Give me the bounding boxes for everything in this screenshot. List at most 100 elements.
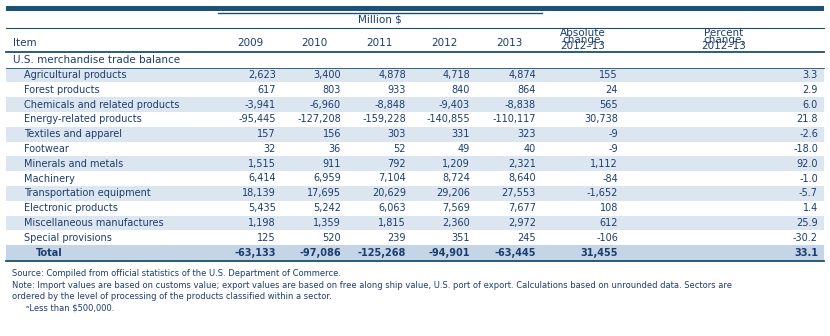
Text: 303: 303 [388, 129, 406, 139]
Text: ordered by the level of processing of the products classified within a sector.: ordered by the level of processing of th… [12, 292, 332, 301]
Text: -63,133: -63,133 [235, 248, 276, 258]
Text: Forest products: Forest products [24, 85, 100, 95]
Bar [6, 186, 824, 201]
Text: 20,629: 20,629 [372, 188, 406, 198]
Text: 8,724: 8,724 [442, 173, 470, 183]
Text: 2,972: 2,972 [508, 218, 536, 228]
Text: 40: 40 [524, 144, 536, 154]
Bar [6, 6, 824, 11]
Text: 6,414: 6,414 [248, 173, 276, 183]
Text: Total: Total [36, 248, 63, 258]
Text: 1,815: 1,815 [378, 218, 406, 228]
Text: -2.6: -2.6 [799, 129, 818, 139]
Text: 21.8: 21.8 [797, 114, 818, 124]
Text: ᵃLess than $500,000.: ᵃLess than $500,000. [26, 304, 115, 312]
Text: -9,403: -9,403 [439, 99, 470, 110]
Text: -159,228: -159,228 [362, 114, 406, 124]
Text: 25.9: 25.9 [796, 218, 818, 228]
Text: 3,400: 3,400 [314, 70, 341, 80]
Text: 92.0: 92.0 [797, 159, 818, 169]
Text: 125: 125 [257, 233, 276, 243]
Bar [6, 52, 824, 68]
Text: 157: 157 [257, 129, 276, 139]
Text: 24: 24 [606, 85, 618, 95]
Bar [6, 68, 824, 82]
Text: 2010: 2010 [301, 38, 328, 48]
Text: 7,104: 7,104 [378, 173, 406, 183]
Text: 4,874: 4,874 [508, 70, 536, 80]
Bar [6, 82, 824, 97]
Text: 29,206: 29,206 [436, 188, 470, 198]
Text: 52: 52 [393, 144, 406, 154]
Text: -94,901: -94,901 [428, 248, 470, 258]
Text: Agricultural products: Agricultural products [24, 70, 126, 80]
Text: 1,198: 1,198 [248, 218, 276, 228]
Text: -5.7: -5.7 [799, 188, 818, 198]
Text: 1,112: 1,112 [590, 159, 618, 169]
Text: 612: 612 [599, 218, 618, 228]
Text: -125,268: -125,268 [358, 248, 406, 258]
Text: 155: 155 [599, 70, 618, 80]
Bar [6, 11, 824, 28]
Text: 2,623: 2,623 [248, 70, 276, 80]
Text: Special provisions: Special provisions [24, 233, 112, 243]
Text: Textiles and apparel: Textiles and apparel [24, 129, 122, 139]
Text: 239: 239 [388, 233, 406, 243]
Text: 18,139: 18,139 [242, 188, 276, 198]
Bar [6, 156, 824, 171]
Text: 4,878: 4,878 [378, 70, 406, 80]
Text: Million $: Million $ [358, 14, 402, 25]
Text: 1,515: 1,515 [248, 159, 276, 169]
Text: 2012–13: 2012–13 [701, 41, 746, 51]
Text: 33.1: 33.1 [794, 248, 818, 258]
Text: 1,209: 1,209 [442, 159, 470, 169]
Text: 840: 840 [452, 85, 470, 95]
Text: 36: 36 [329, 144, 341, 154]
Text: Energy-related products: Energy-related products [24, 114, 142, 124]
Text: 864: 864 [518, 85, 536, 95]
Text: 6.0: 6.0 [803, 99, 818, 110]
Text: -18.0: -18.0 [793, 144, 818, 154]
Text: 108: 108 [599, 203, 618, 213]
Text: 2011: 2011 [366, 38, 393, 48]
Text: Transportation equipment: Transportation equipment [24, 188, 151, 198]
Text: Minerals and metals: Minerals and metals [24, 159, 123, 169]
Text: 2009: 2009 [237, 38, 263, 48]
Text: 565: 565 [599, 99, 618, 110]
Text: 2,360: 2,360 [442, 218, 470, 228]
Text: 6,959: 6,959 [313, 173, 341, 183]
Text: 5,435: 5,435 [248, 203, 276, 213]
Text: 2013: 2013 [496, 38, 522, 48]
Text: 792: 792 [388, 159, 406, 169]
Bar [6, 141, 824, 156]
Text: 4,718: 4,718 [442, 70, 470, 80]
Bar [6, 171, 824, 186]
Text: 617: 617 [257, 85, 276, 95]
Text: U.S. merchandise trade balance: U.S. merchandise trade balance [13, 55, 180, 65]
Text: -95,445: -95,445 [238, 114, 276, 124]
Text: 323: 323 [517, 129, 536, 139]
Text: Item: Item [13, 38, 37, 48]
Text: -106: -106 [596, 233, 618, 243]
Text: -84: -84 [603, 173, 618, 183]
Text: Machinery: Machinery [24, 173, 75, 183]
Text: 49: 49 [458, 144, 470, 154]
Text: -6,960: -6,960 [310, 99, 341, 110]
Text: Absolute: Absolute [560, 28, 606, 38]
Text: -8,848: -8,848 [375, 99, 406, 110]
Text: -9: -9 [608, 129, 618, 139]
Text: 17,695: 17,695 [307, 188, 341, 198]
Text: 1,359: 1,359 [313, 218, 341, 228]
Text: 2,321: 2,321 [508, 159, 536, 169]
Text: -1.0: -1.0 [799, 173, 818, 183]
Text: 331: 331 [452, 129, 470, 139]
Text: Source: Compiled from official statistics of the U.S. Department of Commerce.: Source: Compiled from official statistic… [12, 269, 341, 278]
Text: 803: 803 [323, 85, 341, 95]
Text: -63,445: -63,445 [495, 248, 536, 258]
Text: Percent: Percent [705, 28, 744, 38]
Text: -110,117: -110,117 [492, 114, 536, 124]
Text: -3,941: -3,941 [245, 99, 276, 110]
Text: change,: change, [703, 35, 745, 45]
Text: 245: 245 [517, 233, 536, 243]
Text: 2.9: 2.9 [803, 85, 818, 95]
